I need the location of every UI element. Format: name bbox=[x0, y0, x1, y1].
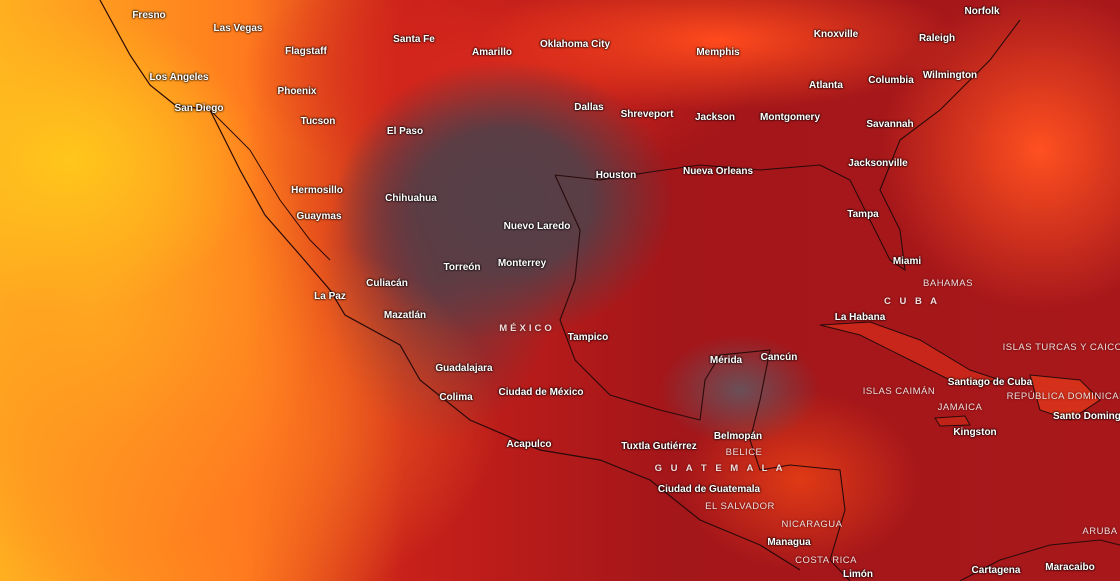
city-label: La Paz bbox=[314, 291, 346, 302]
city-label: Tampico bbox=[567, 332, 609, 343]
city-label: Nuevo Laredo bbox=[503, 221, 571, 232]
city-label: Colima bbox=[439, 392, 473, 403]
country-label: ISLAS CAIMÁN bbox=[862, 386, 936, 397]
country-label: ARUBA bbox=[1082, 526, 1118, 537]
city-label: Knoxville bbox=[813, 29, 859, 40]
city-label: Tucson bbox=[300, 116, 336, 127]
city-label: Belmopán bbox=[713, 431, 763, 442]
city-label: El Paso bbox=[386, 126, 424, 137]
city-label: Norfolk bbox=[964, 6, 1000, 17]
city-label: Guaymas bbox=[296, 211, 342, 222]
city-label: Memphis bbox=[696, 47, 740, 58]
city-label: Los Angeles bbox=[149, 72, 209, 83]
city-label: La Habana bbox=[834, 312, 886, 323]
city-label: Chihuahua bbox=[385, 193, 437, 204]
city-label: Mazatlán bbox=[383, 310, 427, 321]
city-label: Acapulco bbox=[506, 439, 552, 450]
country-label: REPÚBLICA DOMINICANA bbox=[1006, 391, 1120, 402]
city-label: Savannah bbox=[866, 119, 914, 130]
city-label: Tampa bbox=[847, 209, 879, 220]
city-label: Monterrey bbox=[497, 258, 547, 269]
city-label: Las Vegas bbox=[213, 23, 263, 34]
city-label: Shreveport bbox=[620, 109, 674, 120]
city-label: Phoenix bbox=[277, 86, 317, 97]
city-label: Kingston bbox=[953, 427, 997, 438]
city-label: Culiacán bbox=[366, 278, 408, 289]
city-label: Columbia bbox=[868, 75, 914, 86]
country-label: COSTA RICA bbox=[795, 555, 857, 566]
city-label: Jackson bbox=[694, 112, 736, 123]
city-label: San Diego bbox=[174, 103, 224, 114]
country-label: EL SALVADOR bbox=[705, 501, 775, 512]
city-label: Dallas bbox=[574, 102, 604, 113]
country-label: G U A T E M A L A bbox=[654, 463, 786, 474]
city-label: Raleigh bbox=[918, 33, 956, 44]
city-label: Ciudad de Guatemala bbox=[657, 484, 761, 495]
city-label: Cancún bbox=[760, 352, 798, 363]
city-label: Maracaibo bbox=[1045, 562, 1095, 573]
city-label: Tuxtla Gutiérrez bbox=[621, 441, 697, 452]
city-label: Flagstaff bbox=[285, 46, 327, 57]
city-label: Fresno bbox=[132, 10, 166, 21]
city-label: Santiago de Cuba bbox=[947, 377, 1033, 388]
country-label: ISLAS TURCAS Y CAICOS bbox=[1002, 342, 1120, 353]
city-label: Montgomery bbox=[760, 112, 820, 123]
city-label: Wilmington bbox=[922, 70, 978, 81]
city-label: Santa Fe bbox=[393, 34, 435, 45]
city-label: Guadalajara bbox=[435, 363, 493, 374]
city-label: Oklahoma City bbox=[539, 39, 611, 50]
country-label: NICARAGUA bbox=[781, 519, 843, 530]
city-label: Limón bbox=[843, 569, 873, 580]
country-label: BELICE bbox=[725, 447, 763, 458]
country-label: JAMAICA bbox=[937, 402, 983, 413]
city-label: Mérida bbox=[709, 355, 743, 366]
city-label: Houston bbox=[595, 170, 637, 181]
city-label: Santo Domingo bbox=[1053, 411, 1120, 422]
city-label: Jacksonville bbox=[848, 158, 908, 169]
city-label: Amarillo bbox=[471, 47, 513, 58]
country-label: C U B A bbox=[883, 296, 941, 307]
city-label: Cartagena bbox=[971, 565, 1021, 576]
country-label: MÉXICO bbox=[499, 323, 555, 334]
country-label: BAHAMAS bbox=[923, 278, 973, 289]
city-label: Atlanta bbox=[809, 80, 843, 91]
city-label: Ciudad de México bbox=[498, 387, 584, 398]
city-label: Torreón bbox=[443, 262, 481, 273]
city-label: Nueva Orleans bbox=[682, 166, 754, 177]
city-label: Miami bbox=[892, 256, 922, 267]
city-label: Managua bbox=[767, 537, 811, 548]
city-label: Hermosillo bbox=[291, 185, 343, 196]
